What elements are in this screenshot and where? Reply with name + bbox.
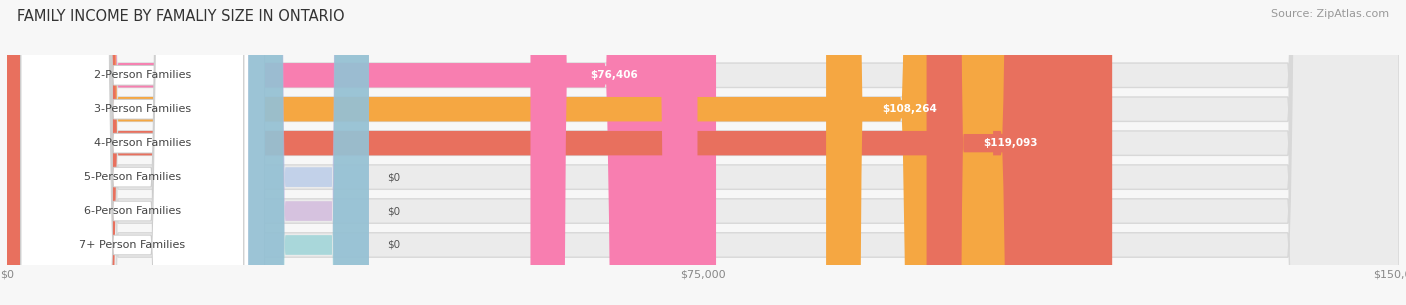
Text: 2-Person Families: 2-Person Families xyxy=(94,70,191,80)
FancyBboxPatch shape xyxy=(21,0,264,305)
Text: $119,093: $119,093 xyxy=(983,138,1038,148)
Text: 7+ Person Families: 7+ Person Families xyxy=(79,240,186,250)
FancyBboxPatch shape xyxy=(7,0,1399,305)
FancyBboxPatch shape xyxy=(7,0,1399,305)
FancyBboxPatch shape xyxy=(7,0,1399,305)
FancyBboxPatch shape xyxy=(249,0,368,305)
FancyBboxPatch shape xyxy=(530,0,697,305)
FancyBboxPatch shape xyxy=(7,0,1399,305)
Text: $76,406: $76,406 xyxy=(591,70,638,80)
Text: $0: $0 xyxy=(388,172,401,182)
Text: $108,264: $108,264 xyxy=(882,104,936,114)
FancyBboxPatch shape xyxy=(249,0,368,305)
Text: 3-Person Families: 3-Person Families xyxy=(94,104,191,114)
FancyBboxPatch shape xyxy=(21,0,243,305)
FancyBboxPatch shape xyxy=(7,0,716,305)
Text: 4-Person Families: 4-Person Families xyxy=(94,138,191,148)
FancyBboxPatch shape xyxy=(7,0,1399,305)
FancyBboxPatch shape xyxy=(927,0,1094,305)
Text: Source: ZipAtlas.com: Source: ZipAtlas.com xyxy=(1271,9,1389,19)
FancyBboxPatch shape xyxy=(7,0,1112,305)
FancyBboxPatch shape xyxy=(249,0,368,305)
FancyBboxPatch shape xyxy=(21,0,264,305)
Text: $0: $0 xyxy=(388,240,401,250)
FancyBboxPatch shape xyxy=(7,0,1399,305)
Text: FAMILY INCOME BY FAMALIY SIZE IN ONTARIO: FAMILY INCOME BY FAMALIY SIZE IN ONTARIO xyxy=(17,9,344,24)
Text: 6-Person Families: 6-Person Families xyxy=(84,206,181,216)
Text: 5-Person Families: 5-Person Families xyxy=(84,172,181,182)
FancyBboxPatch shape xyxy=(7,0,1012,305)
Text: $0: $0 xyxy=(388,206,401,216)
FancyBboxPatch shape xyxy=(827,0,993,305)
FancyBboxPatch shape xyxy=(21,0,264,305)
FancyBboxPatch shape xyxy=(21,0,243,305)
FancyBboxPatch shape xyxy=(21,0,243,305)
